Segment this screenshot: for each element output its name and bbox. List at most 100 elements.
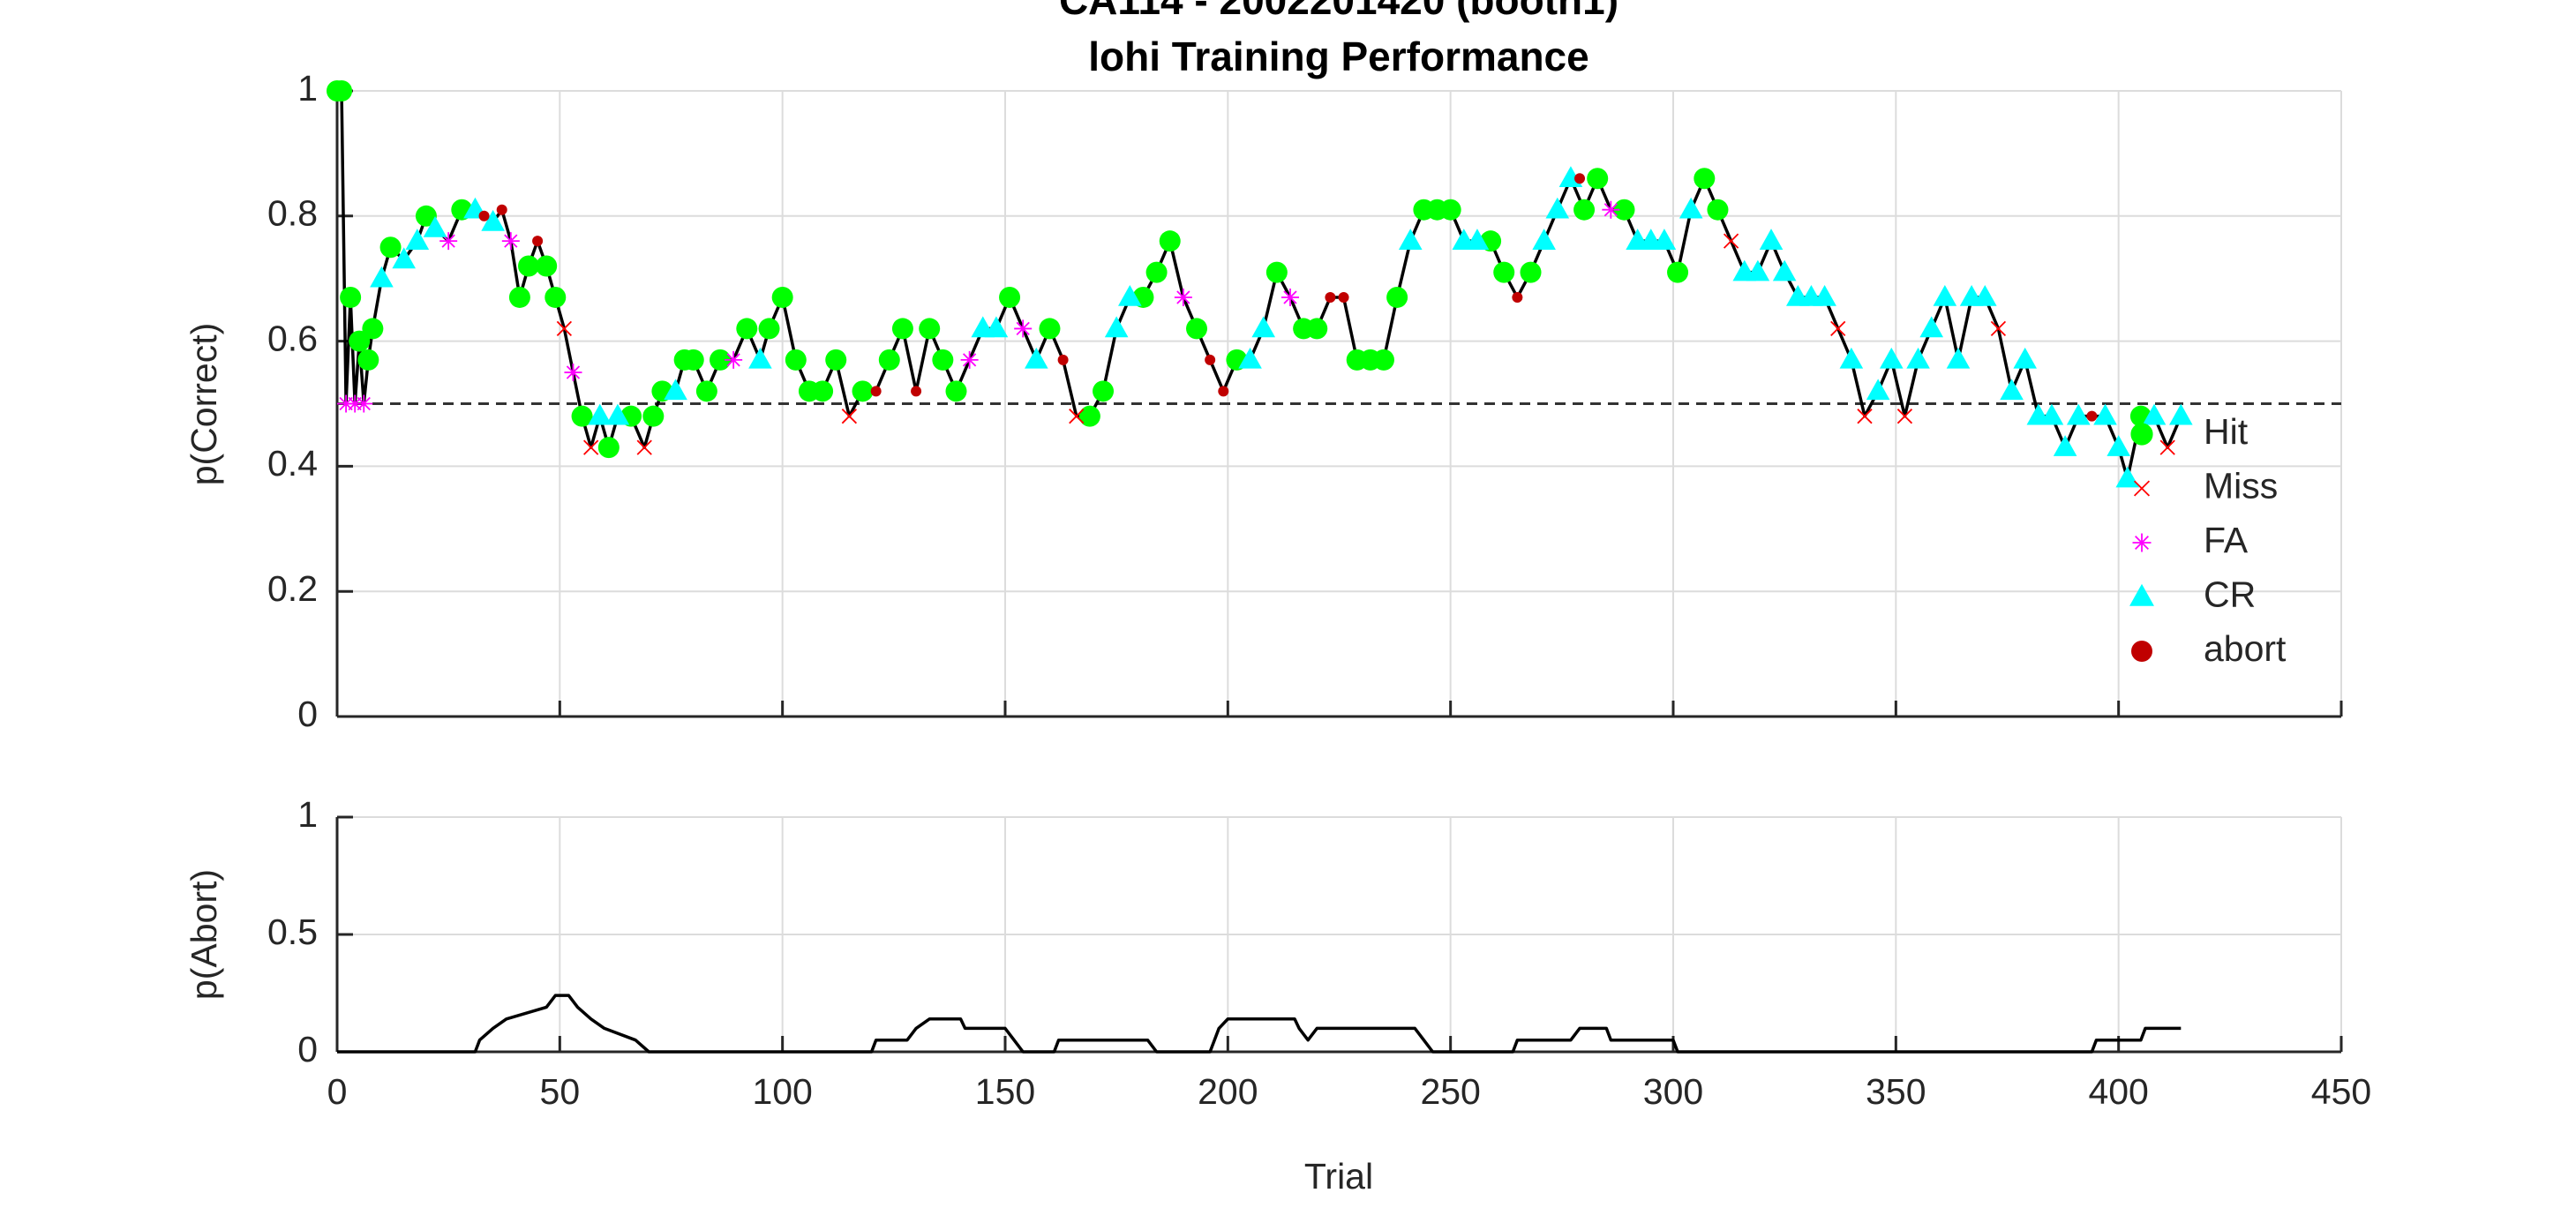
marker-cr — [1398, 229, 1423, 250]
marker-miss — [1069, 409, 1085, 424]
legend-label: abort — [2204, 628, 2287, 669]
marker-miss — [583, 439, 599, 455]
marker-fa — [960, 350, 979, 369]
y-tick-label: 0.5 — [267, 912, 318, 952]
marker-cr — [2053, 435, 2077, 456]
marker-hit — [331, 80, 353, 101]
marker-cr — [1839, 347, 1864, 369]
marker-hit — [695, 380, 717, 402]
marker-cr — [1759, 229, 1784, 250]
marker-cr — [2000, 379, 2024, 401]
marker-cr — [2107, 435, 2130, 456]
marker-cr — [1104, 316, 1129, 338]
marker-cr — [2129, 583, 2154, 606]
marker-hit — [357, 349, 379, 371]
marker-hit — [932, 349, 954, 371]
marker-miss — [1723, 233, 1739, 249]
y-axis-label: p(Correct) — [184, 323, 224, 486]
marker-miss — [1896, 409, 1913, 424]
marker-cr — [370, 266, 394, 288]
x-tick-label: 100 — [752, 1071, 812, 1112]
legend-label: CR — [2204, 574, 2256, 614]
marker-fa — [1014, 319, 1033, 338]
marker-abort — [1338, 291, 1349, 303]
marker-hit — [1265, 261, 1288, 283]
marker-fa — [725, 350, 743, 369]
marker-abort — [2086, 410, 2098, 422]
marker-cr — [1772, 259, 1797, 281]
marker-miss — [2159, 439, 2175, 455]
marker-cr — [2142, 403, 2167, 425]
marker-fa — [355, 394, 373, 413]
marker-hit — [1078, 405, 1100, 427]
marker-cr — [1238, 347, 1262, 369]
y-tick-label: 0.6 — [267, 318, 318, 358]
marker-hit — [852, 380, 874, 402]
marker-cr — [664, 379, 687, 401]
marker-hit — [1306, 318, 1328, 340]
marker-cr — [1933, 284, 1957, 306]
y-tick-label: 0 — [297, 694, 318, 734]
marker-cr — [2066, 403, 2091, 425]
marker-miss — [556, 320, 573, 337]
marker-fa — [2132, 533, 2152, 552]
marker-fa — [337, 394, 356, 413]
x-tick-label: 50 — [540, 1071, 581, 1112]
marker-cr — [1946, 347, 1971, 369]
y-tick-label: 0.8 — [267, 193, 318, 234]
marker-hit — [544, 286, 567, 308]
marker-abort — [911, 386, 922, 397]
marker-hit — [878, 349, 900, 371]
marker-hit — [571, 405, 593, 427]
legend-label: Miss — [2204, 465, 2278, 506]
y-tick-label: 0.2 — [267, 568, 318, 609]
marker-miss — [1857, 409, 1873, 424]
marker-miss — [636, 439, 652, 455]
marker-hit — [1667, 261, 1689, 283]
marker-hit — [891, 318, 913, 340]
marker-cr — [605, 403, 630, 425]
marker-fa — [439, 232, 458, 251]
marker-cr — [1545, 197, 1570, 219]
marker-hit — [758, 318, 780, 340]
marker-hit — [597, 437, 620, 459]
marker-hit — [682, 349, 704, 371]
legend-label: Hit — [2204, 411, 2249, 452]
x-tick-label: 350 — [1866, 1071, 1926, 1112]
marker-abort — [2131, 641, 2152, 662]
marker-hit — [349, 330, 371, 352]
x-axis-label: Trial — [1304, 1156, 1373, 1197]
marker-abort — [1574, 173, 1586, 184]
marker-abort — [496, 204, 507, 215]
marker-hit — [1386, 286, 1408, 308]
marker-cr — [392, 247, 416, 269]
marker-fa — [1280, 288, 1299, 306]
marker-hit — [2130, 423, 2153, 446]
x-tick-label: 0 — [327, 1071, 348, 1112]
marker-miss — [1990, 320, 2007, 337]
marker-miss — [841, 409, 858, 424]
marker-hit — [1694, 168, 1716, 190]
marker-cr — [1652, 229, 1677, 250]
marker-fa — [564, 364, 582, 382]
legend-label: FA — [2204, 520, 2249, 560]
marker-hit — [825, 349, 847, 371]
y-tick-label: 0 — [297, 1029, 318, 1069]
marker-cr — [1465, 229, 1490, 250]
marker-cr — [984, 316, 1009, 338]
x-tick-label: 450 — [2311, 1071, 2371, 1112]
marker-cr — [1251, 316, 1276, 338]
marker-hit — [1613, 199, 1635, 221]
marker-cr — [1919, 316, 1944, 338]
marker-cr — [1118, 284, 1142, 306]
marker-hit — [1039, 318, 1061, 340]
marker-hit — [1493, 261, 1515, 283]
marker-hit — [362, 318, 384, 340]
marker-cr — [2013, 347, 2037, 369]
marker-cr — [2039, 403, 2064, 425]
marker-abort — [1205, 354, 1216, 365]
chart-title: CA114 - 2002201420 (booth1) — [1059, 0, 1618, 23]
marker-cr — [1746, 259, 1770, 281]
